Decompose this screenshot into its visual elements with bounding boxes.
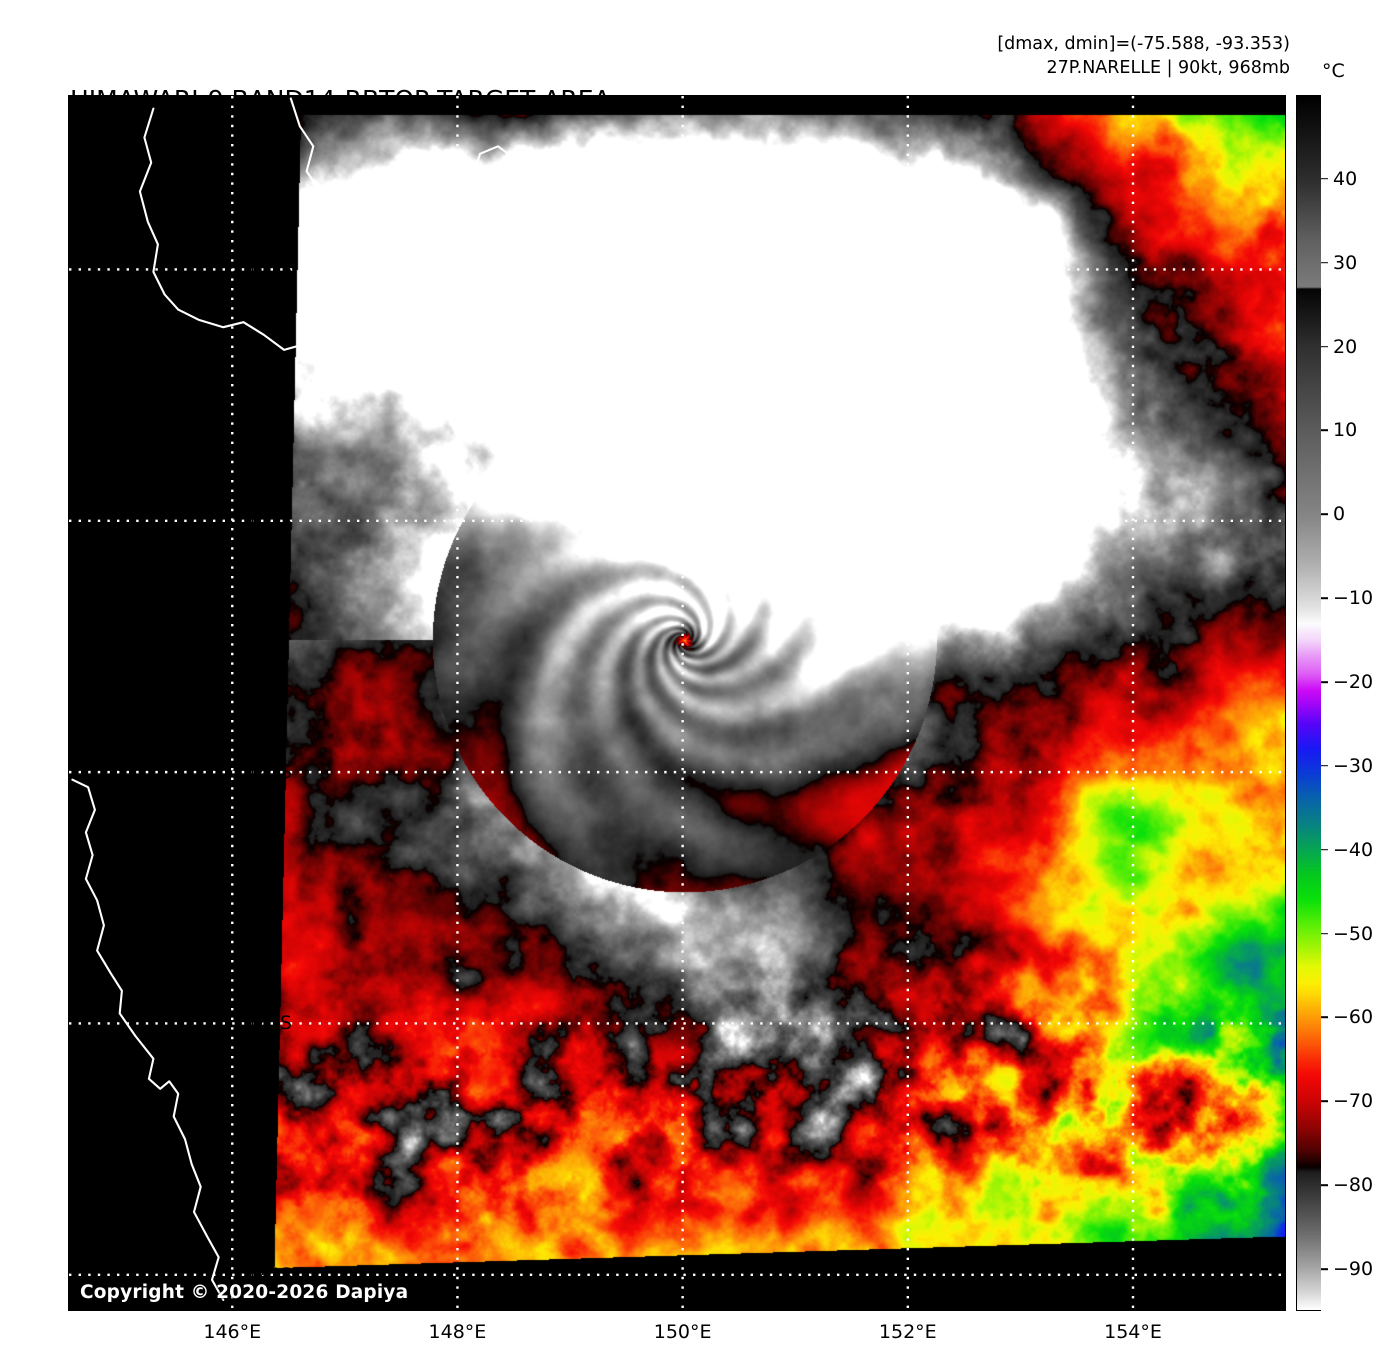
x-axis-tick-label: 152°E [878, 1321, 937, 1343]
coastline-path [138, 107, 180, 311]
colorbar-tick-label: 0 [1333, 503, 1346, 526]
colorbar-tick-mark [1321, 1268, 1328, 1270]
coastline-path [616, 228, 655, 263]
temperature-colorbar[interactable] [1296, 95, 1321, 1311]
colorbar-tick-label: −70 [1333, 1090, 1374, 1113]
y-axis-tick-label: 14°S [246, 761, 292, 784]
x-axis-tick-label: 150°E [653, 1321, 712, 1343]
colorbar-tick-mark [1321, 765, 1328, 767]
coastline-path [177, 308, 722, 417]
coastline-path [71, 778, 225, 1301]
coastline-path [1050, 439, 1081, 462]
x-axis-tick-label: 146°E [203, 1321, 262, 1343]
lat-lon-gridlines [69, 96, 1285, 1310]
satellite-image-plot[interactable]: Copyright © 2020-2026 Dapiya [68, 95, 1286, 1311]
colorbar-tick-mark [1321, 1100, 1328, 1103]
colorbar-tick-label: −90 [1333, 1258, 1374, 1281]
colorbar-gradient [1297, 96, 1321, 1310]
colorbar-tick-label: −50 [1333, 922, 1374, 945]
colorbar-tick-label: −10 [1333, 587, 1374, 610]
copyright-text: Copyright © 2020-2026 Dapiya [80, 1282, 409, 1303]
colorbar-tick-mark [1321, 513, 1328, 516]
x-axis-tick-label: 154°E [1104, 1321, 1162, 1343]
colorbar-tick-label: 20 [1333, 335, 1358, 358]
coastline-path [656, 255, 689, 286]
colorbar-tick-mark [1321, 345, 1328, 348]
colorbar-tick-mark [1321, 1016, 1328, 1019]
y-axis-tick-label: 10°S [246, 258, 292, 281]
x-axis-tick-label: 148°E [428, 1321, 487, 1343]
coastline-path [596, 318, 680, 379]
coastline-path [852, 283, 882, 306]
y-axis-tick-label: 12°S [246, 509, 292, 532]
coastline-path [954, 376, 1029, 422]
y-axis-tick-label: 16°S [246, 1012, 292, 1035]
colorbar-tick-label: 30 [1333, 251, 1358, 274]
colorbar-tick-mark [1321, 1184, 1328, 1186]
colorbar-unit-label: °C [1322, 60, 1345, 82]
coastline-overlay [71, 97, 1090, 1301]
coastline-path [764, 263, 853, 296]
coastline-path [596, 192, 619, 218]
colorbar-tick-label: −60 [1333, 1006, 1374, 1029]
colorbar-tick-mark [1321, 681, 1328, 683]
colorbar-tick-mark [1321, 597, 1328, 599]
storm-info-label: 27P.NARELLE | 90kt, 968mb [1046, 57, 1290, 78]
colorbar-tick-mark [1321, 429, 1328, 432]
satellite-imagery-canvas [69, 96, 1285, 1310]
coastline-path [1059, 466, 1090, 492]
colorbar-tick-mark [1321, 178, 1328, 180]
colorbar-tick-label: −40 [1333, 838, 1374, 861]
coastline-path [827, 431, 860, 454]
colorbar-tick-label: 10 [1333, 419, 1358, 442]
coastline-path [474, 145, 515, 191]
colorbar-tick-label: −80 [1333, 1174, 1374, 1197]
colorbar-tick-label: −20 [1333, 671, 1374, 694]
colorbar-tick-mark [1321, 261, 1328, 264]
dmax-dmin-label: [dmax, dmin]=(-75.588, -93.353) [997, 34, 1290, 54]
colorbar-tick-label: 40 [1333, 167, 1358, 190]
header-metadata: [dmax, dmin]=(-75.588, -93.353) 27P.NARE… [997, 33, 1290, 80]
colorbar-tick-label: −30 [1333, 754, 1374, 777]
y-axis-tick-label: 18°S [246, 1263, 292, 1286]
coastline-path [519, 155, 587, 216]
colorbar-tick-mark [1321, 932, 1328, 935]
colorbar-tick-mark [1321, 848, 1328, 851]
